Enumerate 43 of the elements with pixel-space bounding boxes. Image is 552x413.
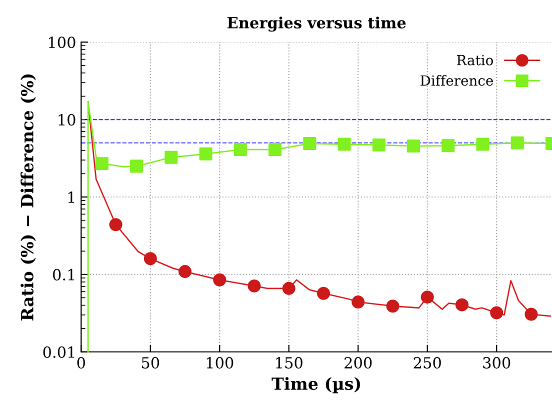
- point: [282, 282, 296, 295]
- y-axis-title: Ratio (%) − Difference (%): [20, 74, 36, 320]
- point: [338, 138, 351, 151]
- point: [524, 308, 538, 321]
- point: [316, 286, 330, 300]
- point: [95, 157, 108, 170]
- chart-title: Energies versus time: [227, 16, 406, 32]
- point: [268, 143, 282, 156]
- point: [386, 300, 400, 313]
- point: [109, 218, 122, 232]
- y-tick-label: 0.01: [43, 346, 74, 358]
- point: [442, 139, 455, 152]
- point: [164, 150, 178, 164]
- x-tick-label: 300: [483, 357, 510, 369]
- x-axis-title: Time (µs): [272, 377, 360, 394]
- legend-label: Ratio: [456, 54, 493, 66]
- point: [234, 143, 247, 156]
- x-tick-label: 100: [206, 357, 234, 369]
- point: [407, 140, 420, 153]
- point: [144, 252, 157, 266]
- point: [213, 273, 226, 286]
- x-tick-label: 150: [276, 357, 302, 369]
- y-tick-label: 1: [68, 191, 74, 203]
- point: [372, 138, 386, 152]
- point: [303, 137, 316, 150]
- point: [352, 296, 365, 309]
- x-tick-label: 50: [142, 357, 160, 369]
- point: [476, 138, 490, 151]
- point: [490, 306, 504, 320]
- y-tick-label: 0.1: [52, 268, 74, 280]
- y-tick-label: 10: [58, 114, 76, 126]
- point: [130, 160, 144, 173]
- point: [178, 265, 192, 278]
- point: [420, 290, 434, 304]
- y-tick-label: 100: [48, 36, 76, 48]
- x-tick-label: 250: [414, 357, 441, 369]
- point: [455, 298, 468, 312]
- point: [199, 147, 212, 160]
- point: [248, 279, 261, 292]
- point: [510, 136, 524, 150]
- x-tick-label: 0: [77, 357, 85, 369]
- x-tick-label: 200: [344, 357, 372, 369]
- legend-label: Difference: [420, 75, 493, 86]
